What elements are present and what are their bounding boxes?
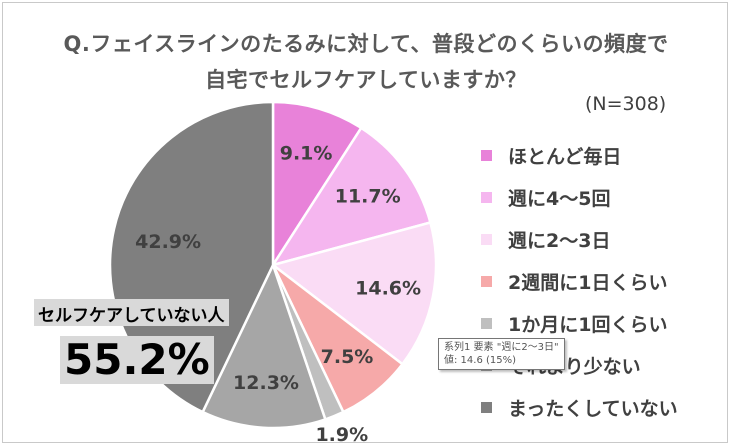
pie-slice-less-often[interactable]	[201, 261, 327, 430]
legend: ほとんど毎日 週に4～5回 週に2～3日 2週間に1日くらい 1か月に1回くらい…	[481, 134, 731, 428]
callout-label: セルフケアしていない人	[38, 306, 225, 326]
legend-item-4-5-per-week[interactable]: 週に4～5回	[481, 176, 731, 218]
data-label-mostly-daily: 9.1%	[280, 142, 333, 164]
data-label-once-per-month: 1.9%	[315, 424, 368, 446]
data-label-four-five-per-week: 11.7%	[335, 186, 401, 208]
tooltip-line2: 値: 14.6 (15%)	[444, 355, 517, 366]
legend-item-once-per-month[interactable]: 1か月に1回くらい	[481, 302, 731, 344]
data-label-never: 42.9%	[135, 231, 201, 253]
legend-swatch	[481, 191, 492, 203]
legend-label: 1か月に1回くらい	[508, 313, 668, 336]
data-label-once-per-two-weeks: 7.5%	[321, 346, 374, 368]
pie-slice-mostly-daily[interactable]	[271, 100, 363, 270]
pie-slice-two-three-per-week[interactable]	[270, 220, 438, 366]
legend-item-once-per-2-weeks[interactable]: 2週間に1日くらい	[481, 260, 731, 302]
chart-title-line2: 自宅でセルフケアしていますか？	[205, 68, 527, 92]
legend-label: ほとんど毎日	[508, 145, 622, 168]
hover-tooltip: 系列1 要素 "週に2～3日" 値: 14.6 (15%)	[438, 338, 565, 370]
legend-swatch	[481, 149, 492, 161]
legend-item-2-3-per-week[interactable]: 週に2～3日	[481, 218, 731, 260]
legend-swatch	[481, 275, 492, 287]
legend-label: 週に2～3日	[508, 229, 611, 252]
tooltip-line1: 系列1 要素 "週に2～3日"	[444, 342, 559, 353]
legend-swatch	[481, 233, 492, 245]
callout-value: 55.2%	[60, 336, 214, 384]
pie-slice-four-five-per-week[interactable]	[270, 126, 432, 268]
chart-title-line1: Q.フェイスラインのたるみに対して、普段どのくらいの頻度で	[63, 32, 669, 56]
callout-label-box: セルフケアしていない人	[34, 299, 229, 326]
legend-item-mostly-daily[interactable]: ほとんど毎日	[481, 134, 731, 176]
legend-label: まったくしていない	[508, 397, 678, 420]
legend-label: 週に4～5回	[508, 187, 611, 210]
sample-size-label: (N=308)	[585, 93, 667, 115]
legend-swatch	[481, 401, 492, 413]
legend-label: 2週間に1日くらい	[508, 271, 668, 294]
legend-swatch	[481, 317, 492, 329]
data-label-two-three-per-week: 14.6%	[355, 278, 421, 300]
data-label-less-often: 12.3%	[233, 372, 299, 394]
legend-item-never[interactable]: まったくしていない	[481, 386, 731, 428]
